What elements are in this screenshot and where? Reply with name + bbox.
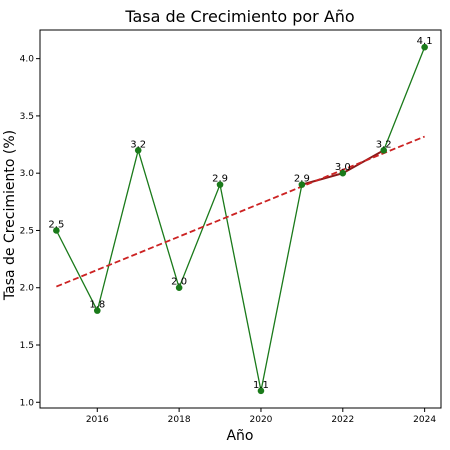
data-point: [298, 181, 306, 188]
x-tick-label: 2024: [413, 415, 436, 425]
plot-area: 2016 2018 2020 2022 2024 1.0 1.5 2.0 2.5 3.0 3.5 4.…: [20, 29, 442, 425]
plot-frame: [39, 29, 442, 409]
x-tick-label: 2022: [331, 415, 354, 425]
x-axis-label: Año: [226, 428, 253, 444]
data-label: 3.0: [335, 162, 351, 173]
data-point: [53, 227, 60, 234]
y-tick-label: 2.5: [20, 226, 34, 236]
x-tick-label: 2018: [168, 415, 191, 425]
data-label: 2.5: [48, 219, 64, 230]
series-line: [55, 46, 426, 391]
y-tick-label: 2.0: [20, 284, 35, 294]
y-tick-label: 4.0: [20, 55, 35, 65]
x-tick-label: 2016: [86, 415, 109, 425]
data-label: 2.9: [294, 174, 310, 185]
data-label: 1.1: [253, 380, 269, 391]
data-label: 2.0: [171, 277, 187, 288]
data-label: 3.2: [130, 139, 146, 150]
data-point: [257, 387, 265, 395]
data-point: [216, 181, 224, 188]
x-tick-label: 2020: [250, 415, 273, 425]
y-tick-label: 3.5: [20, 112, 34, 122]
data-point: [380, 146, 388, 154]
data-point: [175, 284, 183, 292]
data-label: 4.1: [417, 36, 433, 47]
data-point: [134, 146, 142, 154]
data-label: 2.9: [212, 174, 228, 185]
y-tick-label: 1.0: [20, 398, 35, 408]
data-point: [421, 43, 428, 51]
data-point: [93, 307, 101, 314]
y-tick-label: 1.5: [20, 341, 34, 351]
data-point: [339, 169, 347, 177]
data-label: 1.8: [89, 300, 105, 311]
data-label: 3.2: [376, 139, 392, 150]
y-axis-label: Tasa de Crecimiento (%): [2, 130, 18, 301]
trend-line: [56, 135, 425, 288]
y-tick-label: 3.0: [20, 169, 35, 179]
chart-title: Tasa de Crecimiento por Año: [124, 7, 354, 26]
